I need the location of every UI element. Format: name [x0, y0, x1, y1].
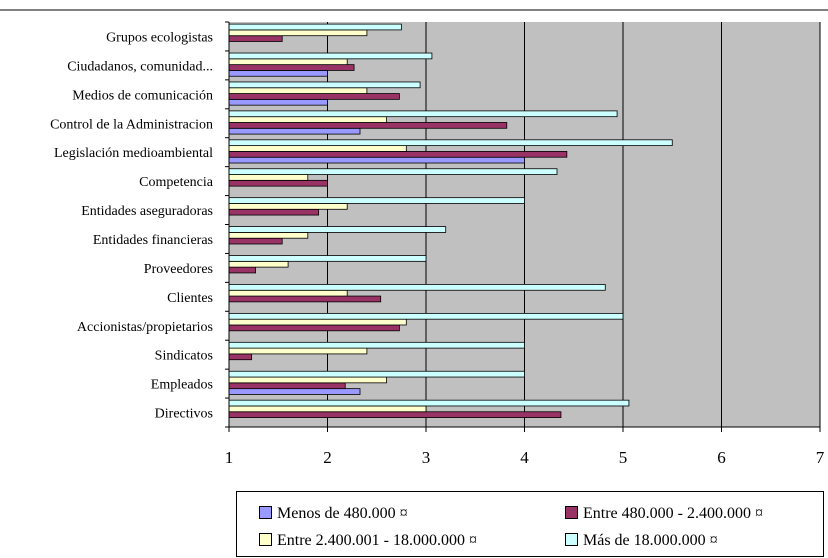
category-label: Entidades financieras	[93, 233, 213, 248]
category-label: Medios de comunicación	[72, 88, 213, 103]
bar	[228, 208, 320, 216]
x-tick-label: 1	[225, 448, 234, 467]
legend-item: Entre 480.000 - 2.400.000 ¤	[565, 505, 763, 523]
bar	[228, 312, 624, 320]
legend-label: Menos de 480.000 ¤	[277, 505, 408, 522]
bar	[228, 122, 508, 129]
bar	[228, 411, 562, 418]
bar	[228, 23, 402, 31]
bar	[228, 35, 283, 42]
bar	[228, 226, 447, 233]
bar	[228, 231, 309, 239]
category-labels: Grupos ecologistas Ciudadanos, comunidad.…	[50, 30, 214, 421]
x-tick-label: 3	[422, 448, 431, 467]
legend-label: Más de 18.000.000 ¤	[583, 532, 718, 549]
bar	[228, 81, 421, 89]
bar	[228, 203, 348, 210]
bar	[228, 197, 525, 204]
bar	[228, 289, 348, 297]
legend-label: Entre 480.000 - 2.400.000 ¤	[583, 505, 763, 522]
bar	[228, 284, 606, 291]
bar	[228, 58, 348, 66]
bar	[228, 370, 525, 378]
legend-item: Más de 18.000.000 ¤	[565, 532, 718, 550]
bar	[228, 174, 309, 181]
bar	[228, 179, 328, 187]
legend-swatch	[565, 533, 578, 546]
tick-labels: 1 2 3 4 5 6 7	[225, 448, 825, 467]
bar	[228, 52, 433, 60]
legend: Menos de 480.000 ¤ Entre 480.000 - 2.400.…	[236, 491, 824, 557]
bar	[228, 295, 382, 303]
x-tick-label: 6	[717, 448, 726, 467]
category-label: Entidades aseguradoras	[81, 204, 213, 219]
legend-swatch	[259, 506, 272, 519]
category-label: Grupos ecologistas	[106, 30, 213, 45]
bar	[228, 266, 256, 274]
bar	[228, 87, 368, 94]
category-label: Empleados	[151, 378, 213, 393]
bar	[228, 318, 407, 326]
bar	[228, 29, 368, 37]
bar	[228, 98, 328, 106]
legend-item: Menos de 480.000 ¤	[259, 505, 408, 523]
bar	[228, 237, 283, 245]
bars	[228, 23, 673, 418]
bar	[228, 382, 346, 390]
category-label: Ciudadanos, comunidad...	[67, 59, 213, 74]
bar	[228, 405, 427, 413]
chart: Grupos ecologistas Ciudadanos, comunidad.…	[0, 9, 828, 467]
bar	[228, 347, 368, 355]
x-tick-label: 7	[816, 448, 825, 467]
x-tick-label: 4	[520, 448, 529, 467]
bar	[228, 110, 618, 118]
category-label: Competencia	[139, 175, 214, 190]
bar	[228, 93, 400, 100]
bar	[228, 324, 400, 332]
legend-label: Entre 2.400.001 - 18.000.000 ¤	[277, 532, 477, 549]
bar	[228, 260, 289, 268]
bar	[228, 127, 361, 135]
bar	[228, 70, 328, 77]
bar	[228, 116, 388, 123]
bar	[228, 139, 673, 147]
bar	[228, 255, 427, 262]
bar	[228, 156, 525, 164]
bar	[228, 388, 361, 395]
category-label: Directivos	[155, 407, 213, 422]
bar	[228, 168, 558, 175]
bar	[228, 399, 630, 407]
bar	[228, 151, 568, 158]
bar	[228, 376, 388, 384]
legend-swatch	[259, 533, 272, 546]
bar	[228, 64, 355, 71]
category-label: Sindicatos	[155, 349, 213, 364]
legend-swatch	[565, 506, 578, 519]
x-tick-label: 2	[323, 448, 332, 467]
bar	[228, 341, 525, 349]
bar	[228, 353, 253, 361]
legend-item: Entre 2.400.001 - 18.000.000 ¤	[259, 532, 477, 550]
category-label: Proveedores	[144, 262, 213, 277]
bar	[228, 145, 407, 152]
category-label: Control de la Administracion	[50, 117, 213, 132]
category-label: Legislación medioambiental	[54, 146, 213, 161]
x-tick-label: 5	[619, 448, 628, 467]
category-label: Accionistas/propietarios	[77, 320, 213, 335]
category-label: Clientes	[167, 291, 213, 306]
axes	[225, 21, 821, 432]
